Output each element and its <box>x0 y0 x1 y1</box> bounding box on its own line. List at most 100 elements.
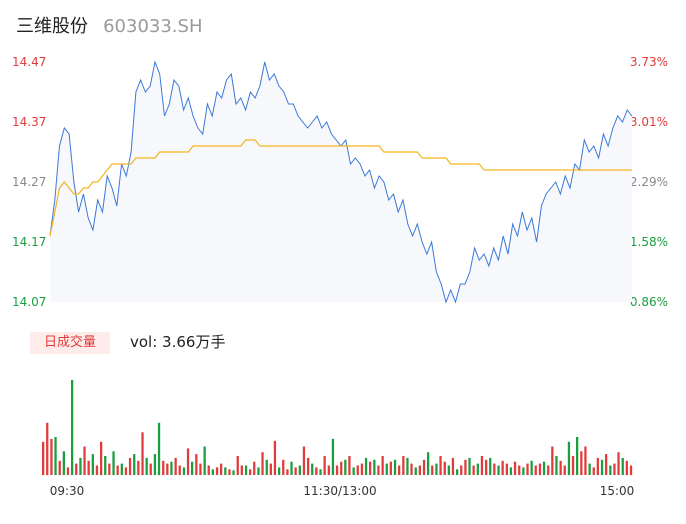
volume-bar <box>257 467 260 475</box>
stock-code: 603033.SH <box>103 16 203 37</box>
volume-bar <box>513 461 517 475</box>
volume-bar <box>311 463 314 475</box>
volume-bar <box>46 422 49 476</box>
volume-bar <box>555 456 558 475</box>
volume-bar <box>509 467 513 475</box>
volume-bar <box>600 459 604 475</box>
volume-bar <box>389 461 392 475</box>
volume-bar <box>497 465 500 475</box>
x-tick-label: 11:30/13:00 <box>303 484 376 498</box>
volume-bar <box>385 463 388 475</box>
volume-bar <box>588 463 591 475</box>
volume-bar <box>112 451 115 476</box>
price-area <box>50 62 632 302</box>
volume-bar <box>617 452 620 475</box>
volume-bar <box>195 454 198 475</box>
volume-bar <box>485 459 488 475</box>
volume-bar <box>360 463 364 475</box>
volume-bar <box>592 467 595 475</box>
volume-bar <box>381 456 384 475</box>
volume-bar <box>307 457 310 475</box>
volume-bar <box>149 463 152 475</box>
volume-bar <box>414 467 417 475</box>
volume-bar <box>42 441 45 476</box>
volume-bar <box>559 460 562 476</box>
volume-bar <box>319 469 322 475</box>
volume-bar <box>278 467 281 475</box>
volume-bar <box>625 460 628 476</box>
volume-bar <box>447 465 450 475</box>
avg-line <box>49 139 632 237</box>
volume-bar <box>369 461 372 475</box>
volume-bar <box>530 460 533 476</box>
volume-bar <box>166 463 169 475</box>
volume-bar <box>265 459 268 475</box>
volume-bar <box>456 469 459 475</box>
volume-bar <box>468 457 471 475</box>
volume-bar <box>340 461 343 475</box>
volume-bar <box>66 467 70 475</box>
volume-bar <box>133 454 136 475</box>
volume-bar <box>282 459 285 475</box>
volume-bar <box>207 465 210 475</box>
volume-bar <box>170 461 173 475</box>
volume-bar <box>526 463 529 475</box>
volume-bar <box>236 456 239 475</box>
x-tick-label: 09:30 <box>50 484 85 498</box>
volume-tag[interactable]: 日成交量 <box>30 332 110 354</box>
volume-bar <box>75 463 78 475</box>
volume-bar <box>240 465 243 475</box>
volume-bar <box>100 441 103 476</box>
volume-bar <box>538 463 542 475</box>
volume-bar <box>261 452 264 475</box>
volume-bar <box>83 446 86 475</box>
volume-bar <box>435 463 438 475</box>
volume-bar <box>199 463 202 475</box>
volume-readout: vol: 3.66万手 <box>130 333 226 351</box>
volume-bar <box>162 460 165 476</box>
volume-bar <box>224 467 227 475</box>
volume-bar <box>613 463 616 475</box>
volume-bar <box>62 451 65 476</box>
volume-bar <box>505 463 508 475</box>
y-tick-left: 14.27 <box>12 175 46 189</box>
volume-bar <box>290 461 293 475</box>
volume-bar <box>596 457 599 475</box>
volume-bar <box>178 465 181 475</box>
x-tick-label: 15:00 <box>600 484 635 498</box>
y-tick-left: 14.37 <box>12 115 46 129</box>
stock-header: 三维股份 603033.SH <box>16 12 203 40</box>
volume-bar <box>182 467 186 475</box>
volume-bar <box>269 463 272 475</box>
volume-bar <box>398 465 401 475</box>
volume-bar <box>464 459 467 475</box>
volume-bar <box>215 467 219 475</box>
y-tick-right: 1.58% <box>630 235 668 249</box>
volume-bar <box>563 465 566 475</box>
volume-bar <box>323 456 326 475</box>
volume-bar <box>124 467 128 475</box>
volume-bar <box>294 467 297 475</box>
volume-bar <box>551 446 554 475</box>
volume-bar <box>406 457 409 475</box>
volume-bar <box>220 463 223 475</box>
y-tick-right: 3.01% <box>630 115 668 129</box>
volume-bar <box>427 452 430 475</box>
volume-bar <box>501 460 504 476</box>
volume-bar <box>364 457 368 475</box>
volume-bar <box>476 463 479 475</box>
volume-bar <box>410 463 413 475</box>
volume-bar <box>71 380 74 475</box>
volume-bar <box>518 465 521 475</box>
volume-bar <box>352 467 355 475</box>
volume-bar <box>489 457 492 475</box>
volume-bar <box>128 457 132 475</box>
stock-name: 三维股份 <box>16 16 88 37</box>
volume-bar <box>327 465 330 475</box>
volume-bar <box>534 465 537 475</box>
volume-bar <box>377 465 380 475</box>
volume-bar <box>228 469 231 475</box>
volume-bar <box>58 460 61 476</box>
volume-bar <box>451 457 455 475</box>
volume-bar <box>576 437 579 475</box>
